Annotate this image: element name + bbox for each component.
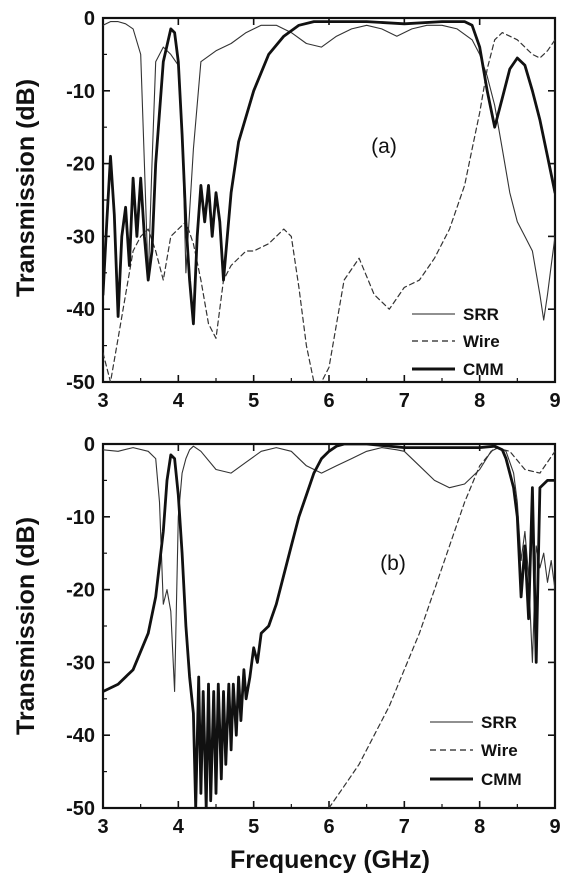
panel-a-series-srr-line: [103, 21, 555, 321]
panel-b-xtick-label: 3: [97, 816, 108, 838]
panel-a-ytick-label: -50: [66, 372, 95, 394]
panel-a-ytick-label: -10: [66, 81, 95, 103]
panel-b-series-group: [103, 444, 555, 808]
legend-a-wire-label: Wire: [463, 332, 500, 351]
panel-a-xtick-label: 6: [323, 390, 334, 412]
panel-b-xtick-label: 9: [549, 816, 560, 838]
panel-b-plot: 3 4 5 6 7 8 9 0 -10 -20 -30 -40 -50: [66, 434, 560, 838]
panel-b-xtick-label: 5: [248, 816, 259, 838]
panel-a-ytick-label: -40: [66, 299, 95, 321]
panel-a-ytick-label: -30: [66, 226, 95, 248]
panel-a: Transmission (dB) 3 4 5 6 7 8 9 0 -10 -20 -30 -40 -5…: [12, 8, 561, 412]
panel-b-xtick-label: 4: [173, 816, 185, 838]
panel-a-xtick-label: 4: [173, 390, 185, 412]
panel-b-series-srr-line: [103, 445, 555, 693]
panel-b-label: (b): [380, 552, 406, 575]
legend-a-cmm-label: CMM: [463, 360, 504, 379]
panel-a-series-group: [103, 20, 555, 382]
panel-a-xtick-label: 8: [474, 390, 485, 412]
panel-b-ytick-label: -20: [66, 580, 95, 602]
panel-b-ytick-label: -10: [66, 507, 95, 529]
legend-b-srr-label: SRR: [481, 713, 517, 732]
panel-a-plot: 3 4 5 6 7 8 9 0 -10 -20 -30 -40 -50: [66, 8, 560, 412]
legend-b-wire-label: Wire: [481, 741, 518, 760]
panel-a-legend: SRR Wire CMM: [412, 305, 504, 379]
panel-a-ytick-label: 0: [84, 8, 95, 30]
panel-a-series-cmm-line: [103, 20, 555, 326]
panel-b-xtick-label: 7: [399, 816, 410, 838]
panel-b-xtick-label: 6: [323, 816, 334, 838]
panel-b-ytick-label: 0: [84, 434, 95, 456]
panel-a-xtick-label: 3: [97, 390, 108, 412]
legend-b-cmm-label: CMM: [481, 770, 522, 789]
panel-b-series-cmm-line: [103, 444, 555, 808]
legend-a-srr-label: SRR: [463, 305, 499, 324]
panel-a-xtick-label: 9: [549, 390, 560, 412]
panel-b-ylabel: Transmission (dB): [12, 517, 40, 735]
panel-a-label: (a): [371, 135, 397, 158]
panel-a-ylabel: Transmission (dB): [12, 79, 40, 297]
panel-b-xtick-label: 8: [474, 816, 485, 838]
panel-a-xtick-label: 7: [399, 390, 410, 412]
panel-a-frame: [101, 16, 557, 384]
panel-b: Transmission (dB) 3 4 5 6 7 8 9 0 -10 -20 -30 -40 -5…: [12, 434, 561, 874]
panel-b-ytick-label: -40: [66, 725, 95, 747]
panel-b-series-wire-line: [328, 447, 555, 808]
panel-b-ytick-label: -50: [66, 798, 95, 820]
panel-b-legend: SRR Wire CMM: [430, 713, 522, 789]
panel-a-series-wire-line: [103, 32, 555, 382]
panel-a-ytick-label: -20: [66, 154, 95, 176]
panel-b-ytick-label: -30: [66, 652, 95, 674]
panel-b-xlabel: Frequency (GHz): [230, 846, 430, 874]
panel-a-xtick-label: 5: [248, 390, 259, 412]
